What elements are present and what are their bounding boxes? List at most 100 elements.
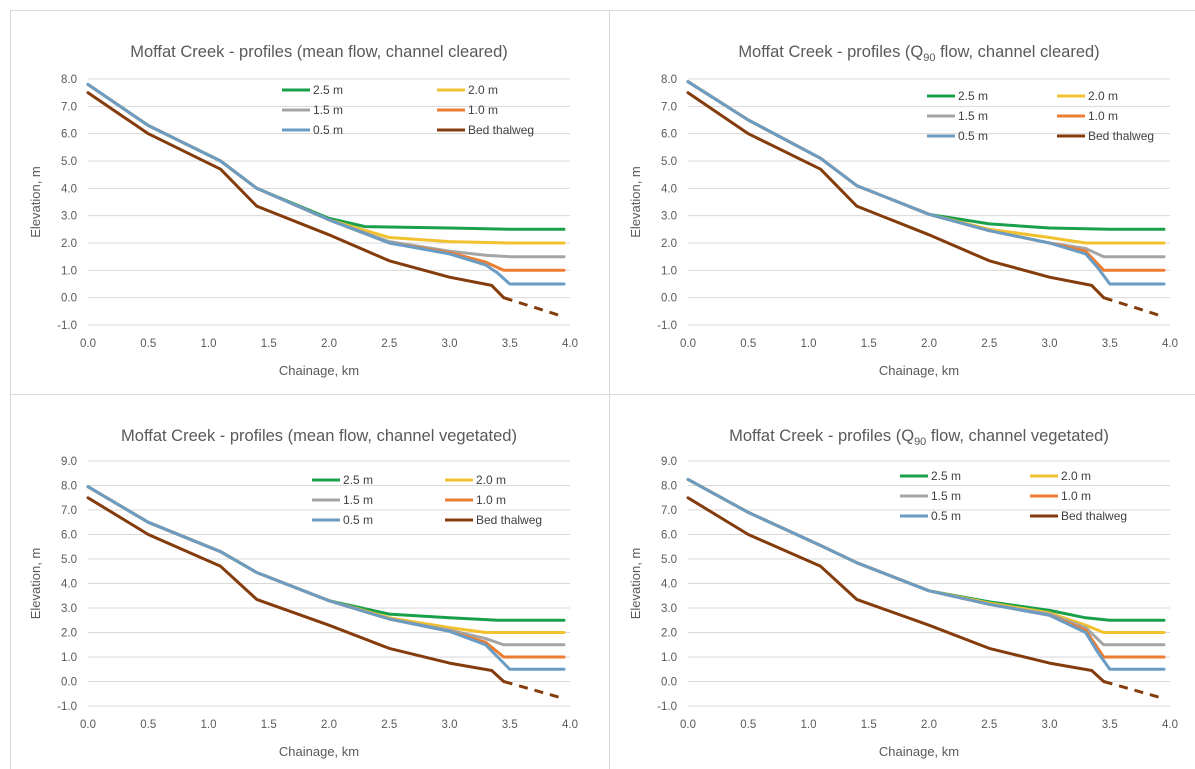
- chart-3: Moffat Creek - profiles (mean flow, chan…: [28, 427, 578, 759]
- y-tick-label: 4.0: [661, 579, 677, 591]
- x-tick-label: 2.0: [921, 719, 937, 731]
- y-tick-label: 6.0: [661, 129, 677, 141]
- y-tick-label: 4.0: [61, 183, 77, 195]
- y-tick-label: 0.0: [61, 677, 77, 689]
- series-line-0-5-m: [86, 485, 566, 671]
- x-tick-label: 2.0: [321, 719, 337, 731]
- y-tick-label: 2.0: [61, 628, 77, 640]
- vertical-divider: [609, 10, 610, 769]
- legend-entry: 1.0 m: [1088, 109, 1118, 123]
- x-tick-label: 3.0: [442, 338, 458, 350]
- x-tick-label: 0.5: [740, 338, 756, 350]
- x-axis-label: Chainage, km: [879, 744, 959, 759]
- x-tick-label: 1.5: [261, 338, 277, 350]
- bed-thalweg-projection: [503, 296, 565, 319]
- y-tick-label: 6.0: [61, 530, 77, 542]
- y-tick-label: 9.0: [661, 456, 677, 468]
- bed-thalweg-projection: [1103, 680, 1165, 701]
- chart-title: Moffat Creek - profiles (mean flow, chan…: [130, 43, 508, 61]
- x-tick-label: 0.0: [680, 338, 696, 350]
- legend-entry: 2.5 m: [958, 89, 988, 103]
- legend-entry: 0.5 m: [958, 129, 988, 143]
- x-tick-label: 3.0: [1042, 719, 1058, 731]
- y-tick-label: 0.0: [61, 293, 77, 305]
- chart-title: Moffat Creek - profiles (mean flow, chan…: [121, 427, 517, 445]
- series-line-bed-thalweg: [86, 91, 506, 300]
- outer-border-top: [10, 10, 1195, 11]
- x-tick-label: 2.5: [981, 719, 997, 731]
- x-tick-label: 3.0: [442, 719, 458, 731]
- y-tick-label: 7.0: [661, 505, 677, 517]
- y-tick-label: -1.0: [57, 320, 77, 332]
- legend-entry: 2.5 m: [931, 469, 961, 483]
- y-tick-label: 6.0: [61, 129, 77, 141]
- y-tick-label: -1.0: [657, 701, 677, 713]
- legend-entry: 0.5 m: [343, 513, 373, 527]
- legend-entry: 1.5 m: [343, 493, 373, 507]
- legend-entry: 1.0 m: [1061, 489, 1091, 503]
- x-tick-label: 0.5: [140, 719, 156, 731]
- x-axis-label: Chainage, km: [279, 363, 359, 378]
- horizontal-divider: [10, 394, 1195, 395]
- x-tick-label: 1.5: [261, 719, 277, 731]
- y-tick-label: -1.0: [57, 701, 77, 713]
- series-line-1-0-m: [686, 477, 1166, 659]
- x-tick-label: 4.0: [1162, 338, 1178, 350]
- series-line-bed-thalweg: [686, 496, 1106, 683]
- y-tick-label: 1.0: [661, 652, 677, 664]
- series-line-bed-thalweg: [686, 91, 1106, 300]
- chart-1: Moffat Creek - profiles (mean flow, chan…: [28, 43, 578, 378]
- y-tick-label: -1.0: [657, 320, 677, 332]
- x-tick-label: 1.0: [201, 338, 217, 350]
- legend-entry: Bed thalweg: [476, 513, 542, 527]
- x-tick-label: 3.0: [1042, 338, 1058, 350]
- legend-entry: 2.0 m: [1061, 469, 1091, 483]
- legend-entry: 1.5 m: [931, 489, 961, 503]
- x-tick-label: 2.5: [381, 338, 397, 350]
- x-tick-label: 4.0: [1162, 719, 1178, 731]
- y-tick-label: 2.0: [61, 238, 77, 250]
- series-line-bed-thalweg: [86, 496, 506, 683]
- y-tick-label: 4.0: [661, 183, 677, 195]
- x-tick-label: 0.5: [740, 719, 756, 731]
- y-tick-label: 5.0: [661, 554, 677, 566]
- legend-entry: Bed thalweg: [1088, 129, 1154, 143]
- y-axis-label: Elevation, m: [628, 548, 643, 620]
- x-tick-label: 3.5: [1102, 719, 1118, 731]
- x-tick-label: 2.5: [381, 719, 397, 731]
- chart-4: Moffat Creek - profiles (Q90 flow, chann…: [628, 427, 1178, 759]
- legend-entry: 1.0 m: [476, 493, 506, 507]
- y-tick-label: 3.0: [661, 211, 677, 223]
- x-tick-label: 0.0: [80, 338, 96, 350]
- bed-thalweg-projection: [503, 680, 565, 701]
- x-tick-label: 3.5: [1102, 338, 1118, 350]
- x-tick-label: 0.5: [140, 338, 156, 350]
- bed-thalweg-projection: [1103, 296, 1165, 319]
- y-tick-label: 8.0: [61, 481, 77, 493]
- x-tick-label: 2.0: [921, 338, 937, 350]
- y-tick-label: 0.0: [661, 293, 677, 305]
- legend-entry: 1.5 m: [958, 109, 988, 123]
- chart-2: Moffat Creek - profiles (Q90 flow, chann…: [628, 43, 1178, 378]
- y-tick-label: 2.0: [661, 238, 677, 250]
- x-tick-label: 1.0: [801, 719, 817, 731]
- series-line-0-5-m: [86, 83, 566, 286]
- legend-entry: 0.5 m: [931, 509, 961, 523]
- y-tick-label: 7.0: [61, 101, 77, 113]
- y-tick-label: 3.0: [61, 211, 77, 223]
- y-tick-label: 1.0: [61, 652, 77, 664]
- legend-entry: 1.0 m: [468, 103, 498, 117]
- x-tick-label: 3.5: [502, 719, 518, 731]
- series-line-0-5-m: [686, 80, 1166, 286]
- legend-entry: 2.0 m: [476, 473, 506, 487]
- series-line-2-5-m: [686, 477, 1166, 622]
- x-tick-label: 0.0: [680, 719, 696, 731]
- x-tick-label: 1.0: [201, 719, 217, 731]
- y-tick-label: 1.0: [661, 265, 677, 277]
- y-tick-label: 0.0: [661, 677, 677, 689]
- y-tick-label: 5.0: [661, 156, 677, 168]
- x-axis-label: Chainage, km: [879, 363, 959, 378]
- x-tick-label: 1.0: [801, 338, 817, 350]
- legend-entry: 2.5 m: [343, 473, 373, 487]
- series-line-0-5-m: [686, 477, 1166, 671]
